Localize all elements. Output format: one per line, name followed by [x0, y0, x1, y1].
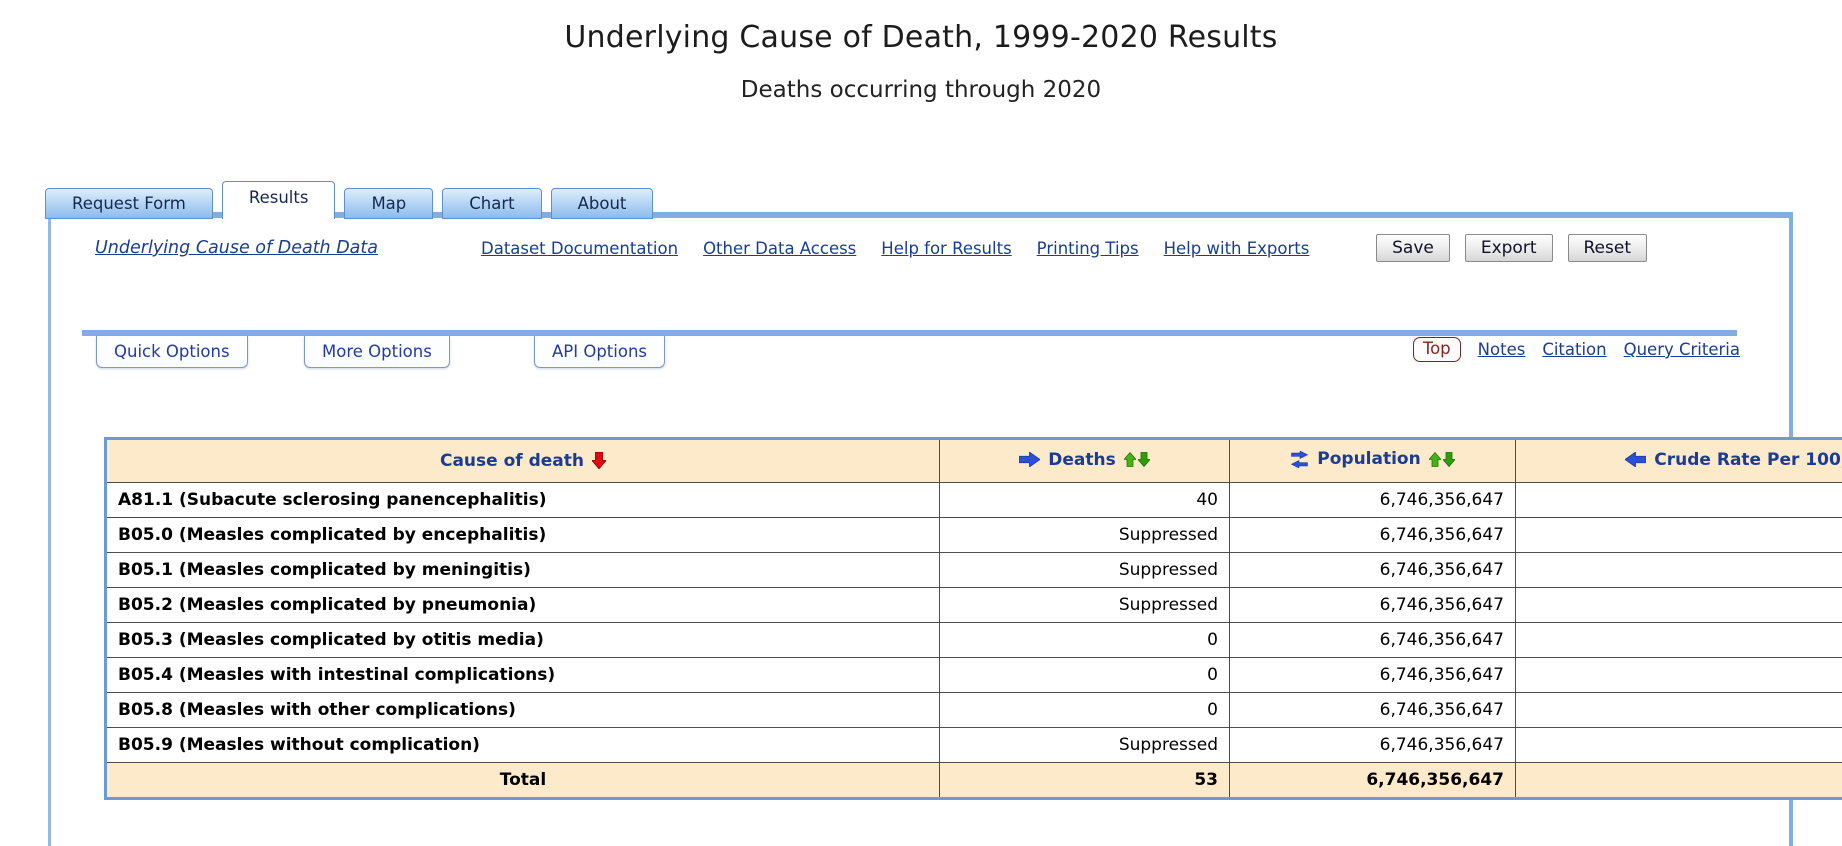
- sort-descending-icon[interactable]: [1137, 452, 1150, 467]
- table-row: B05.4 (Measles with intestinal complicat…: [105, 656, 1842, 693]
- link-help-with-exports[interactable]: Help with Exports: [1163, 238, 1310, 258]
- dataset-title-link[interactable]: Underlying Cause of Death Data: [95, 238, 378, 258]
- tab-about[interactable]: About: [550, 188, 654, 219]
- deaths-cell: Suppressed: [939, 551, 1230, 588]
- results-table: Cause of death Deaths: [104, 437, 1842, 800]
- swap-arrows-icon[interactable]: [1290, 450, 1309, 468]
- link-printing-tips[interactable]: Printing Tips: [1036, 238, 1139, 258]
- header-row: Cause of death Deaths: [105, 438, 1842, 483]
- table-row: B05.3 (Measles complicated by otitis med…: [105, 621, 1842, 658]
- cause-cell: B05.2 (Measles complicated by pneumonia): [105, 586, 940, 623]
- options-divider-bar: [82, 330, 1737, 336]
- tab-strip: Request Form Results Map Chart About: [45, 181, 654, 219]
- total-row: Total 53 6,746,356,647 0.0: [105, 761, 1842, 799]
- rate-cell: 0.0: [1515, 481, 1842, 518]
- table-body: A81.1 (Subacute sclerosing panencephalit…: [105, 481, 1842, 763]
- action-buttons: Save Export Reset: [1376, 234, 1647, 262]
- table-row: B05.9 (Measles without complication) Sup…: [105, 726, 1842, 763]
- population-cell: 6,746,356,647: [1229, 551, 1516, 588]
- col-header-population[interactable]: Population: [1229, 438, 1516, 483]
- cause-cell: A81.1 (Subacute sclerosing panencephalit…: [105, 481, 940, 518]
- population-cell: 6,746,356,647: [1229, 516, 1516, 553]
- reset-button[interactable]: Reset: [1567, 234, 1647, 262]
- link-other-data-access[interactable]: Other Data Access: [703, 238, 857, 258]
- rate-cell: Suppressed: [1515, 726, 1842, 763]
- tab-request-form[interactable]: Request Form: [45, 188, 213, 219]
- deaths-cell: 40: [939, 481, 1230, 518]
- total-rate: 0.0: [1515, 761, 1842, 799]
- more-options-button[interactable]: More Options: [304, 336, 450, 368]
- population-header-label: Population: [1317, 449, 1421, 469]
- link-help-for-results[interactable]: Help for Results: [881, 238, 1012, 258]
- page: Underlying Cause of Death, 1999-2020 Res…: [0, 20, 1842, 846]
- cause-cell: B05.4 (Measles with intestinal complicat…: [105, 656, 940, 693]
- rate-cell: Unreliable: [1515, 691, 1842, 728]
- col-header-cause-of-death[interactable]: Cause of death: [105, 438, 940, 483]
- cause-header-label: Cause of death: [439, 450, 584, 471]
- page-title: Underlying Cause of Death, 1999-2020 Res…: [564, 20, 1278, 55]
- quick-options-button[interactable]: Quick Options: [96, 336, 248, 368]
- link-dataset-documentation[interactable]: Dataset Documentation: [481, 238, 679, 258]
- sort-ascending-icon[interactable]: [1428, 451, 1441, 467]
- cause-cell: B05.1 (Measles complicated by meningitis…: [105, 551, 940, 588]
- left-arrow-icon[interactable]: [1625, 452, 1647, 467]
- api-options-button[interactable]: API Options: [534, 336, 666, 368]
- sort-descending-icon[interactable]: [1442, 451, 1455, 467]
- population-cell: 6,746,356,647: [1229, 481, 1516, 518]
- population-cell: 6,746,356,647: [1229, 691, 1516, 728]
- page-subtitle: Deaths occurring through 2020: [740, 77, 1102, 103]
- total-deaths: 53: [939, 761, 1230, 799]
- deaths-cell: 0: [939, 621, 1230, 658]
- cause-cell: B05.9 (Measles without complication): [105, 726, 940, 763]
- deaths-cell: Suppressed: [939, 586, 1230, 623]
- rate-cell: Suppressed: [1515, 516, 1842, 553]
- tab-results[interactable]: Results: [221, 181, 336, 219]
- population-cell: 6,746,356,647: [1229, 621, 1516, 658]
- tab-chart[interactable]: Chart: [442, 188, 542, 219]
- link-query-criteria[interactable]: Query Criteria: [1623, 340, 1740, 359]
- total-label: Total: [105, 761, 940, 799]
- link-notes[interactable]: Notes: [1477, 340, 1526, 359]
- deaths-sort-arrows: [1123, 452, 1150, 467]
- cause-cell: B05.8 (Measles with other complications): [105, 691, 940, 728]
- rate-cell: Unreliable: [1515, 621, 1842, 658]
- table-row: B05.1 (Measles complicated by meningitis…: [105, 551, 1842, 588]
- save-button[interactable]: Save: [1376, 234, 1450, 262]
- rate-cell: Suppressed: [1515, 586, 1842, 623]
- population-cell: 6,746,356,647: [1229, 656, 1516, 693]
- deaths-header-label: Deaths: [1048, 449, 1116, 470]
- table-row: B05.2 (Measles complicated by pneumonia)…: [105, 586, 1842, 623]
- sort-descending-icon[interactable]: [592, 452, 606, 470]
- population-cell: 6,746,356,647: [1229, 586, 1516, 623]
- deaths-cell: 0: [939, 691, 1230, 728]
- table-row: B05.8 (Measles with other complications)…: [105, 691, 1842, 728]
- table-row: B05.0 (Measles complicated by encephalit…: [105, 516, 1842, 553]
- rate-cell: Unreliable: [1515, 656, 1842, 693]
- results-panel: Underlying Cause of Death Data Dataset D…: [48, 212, 1842, 846]
- deaths-cell: Suppressed: [939, 726, 1230, 763]
- rate-cell: Suppressed: [1515, 551, 1842, 588]
- toolbar: Underlying Cause of Death Data Dataset D…: [51, 234, 1789, 262]
- jump-links: Top Notes Citation Query Criteria: [1412, 337, 1740, 362]
- right-arrow-icon[interactable]: [1019, 452, 1041, 467]
- table-row: A81.1 (Subacute sclerosing panencephalit…: [105, 481, 1842, 518]
- col-header-deaths[interactable]: Deaths: [939, 438, 1230, 483]
- sort-ascending-icon[interactable]: [1123, 452, 1136, 467]
- results-table-container: Cause of death Deaths: [104, 437, 1842, 800]
- link-citation[interactable]: Citation: [1542, 340, 1607, 359]
- cause-cell: B05.3 (Measles complicated by otitis med…: [105, 621, 940, 658]
- population-cell: 6,746,356,647: [1229, 726, 1516, 763]
- export-button[interactable]: Export: [1464, 234, 1553, 262]
- tab-map[interactable]: Map: [344, 188, 434, 219]
- total-population: 6,746,356,647: [1229, 761, 1516, 799]
- deaths-cell: 0: [939, 656, 1230, 693]
- cause-cell: B05.0 (Measles complicated by encephalit…: [105, 516, 940, 553]
- population-sort-arrows: [1428, 451, 1455, 467]
- top-button[interactable]: Top: [1412, 337, 1461, 362]
- deaths-cell: Suppressed: [939, 516, 1230, 553]
- col-header-crude-rate[interactable]: Crude Rate Per 100,000: [1515, 438, 1842, 483]
- rate-header-label: Crude Rate Per 100,000: [1654, 449, 1842, 470]
